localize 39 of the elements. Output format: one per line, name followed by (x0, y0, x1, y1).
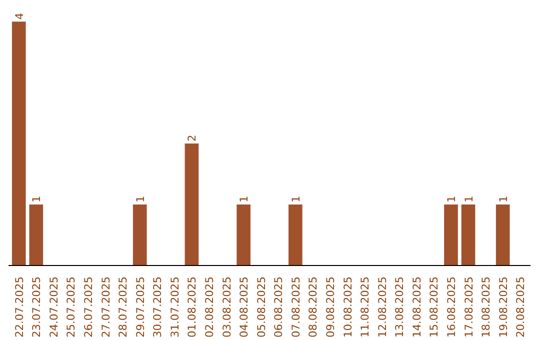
data-label: 1 (30, 196, 44, 203)
x-tick-label: 15.08.2025 (428, 276, 441, 338)
x-tick-label: 06.08.2025 (272, 276, 286, 338)
x-tick-label: 28.07.2025 (116, 276, 130, 338)
data-label: 1 (238, 196, 251, 203)
x-tick-label: 26.07.2025 (82, 276, 96, 338)
x-tick-label: 07.08.2025 (289, 276, 302, 338)
x-tick-label: 02.08.2025 (203, 276, 216, 338)
data-label: 1 (462, 196, 476, 203)
x-tick-label: 30.07.2025 (151, 276, 164, 338)
x-tick-label: 12.08.2025 (376, 276, 389, 338)
x-tick-label: 24.07.2025 (47, 276, 60, 338)
data-label: 1 (444, 196, 458, 203)
x-tick-label: 05.08.2025 (254, 276, 268, 338)
data-label: 1 (134, 196, 147, 203)
x-tick-label: 10.08.2025 (341, 276, 354, 338)
x-tick-label: 22.07.2025 (12, 276, 26, 338)
x-tick-label: 19.08.2025 (496, 276, 510, 338)
x-tick-label: 27.07.2025 (99, 276, 112, 338)
x-tick-label: 18.08.2025 (480, 276, 493, 338)
x-tick-label: 01.08.2025 (186, 276, 199, 338)
x-tick-label: 25.07.2025 (64, 276, 78, 338)
x-tick-label: 03.08.2025 (220, 276, 234, 338)
data-label: 2 (186, 134, 199, 142)
x-tick-label: 13.08.2025 (393, 276, 406, 338)
x-tick-label: 16.08.2025 (444, 276, 458, 338)
data-label: 4 (12, 12, 26, 20)
x-tick-label: 14.08.2025 (410, 276, 424, 338)
x-tick-label: 31.07.2025 (168, 276, 182, 338)
x-tick-label: 04.08.2025 (238, 276, 251, 338)
x-tick-label: 20.08.2025 (514, 276, 528, 338)
x-tick-label: 17.08.2025 (462, 276, 476, 338)
x-tick-label: 08.08.2025 (306, 276, 320, 338)
x-tick-label: 23.07.2025 (30, 276, 44, 338)
data-label: 1 (496, 196, 510, 203)
x-tick-label: 09.08.2025 (324, 276, 337, 338)
data-label: 1 (289, 196, 302, 203)
x-tick-label: 11.08.2025 (358, 276, 372, 338)
x-tick-label: 29.07.2025 (134, 276, 147, 338)
